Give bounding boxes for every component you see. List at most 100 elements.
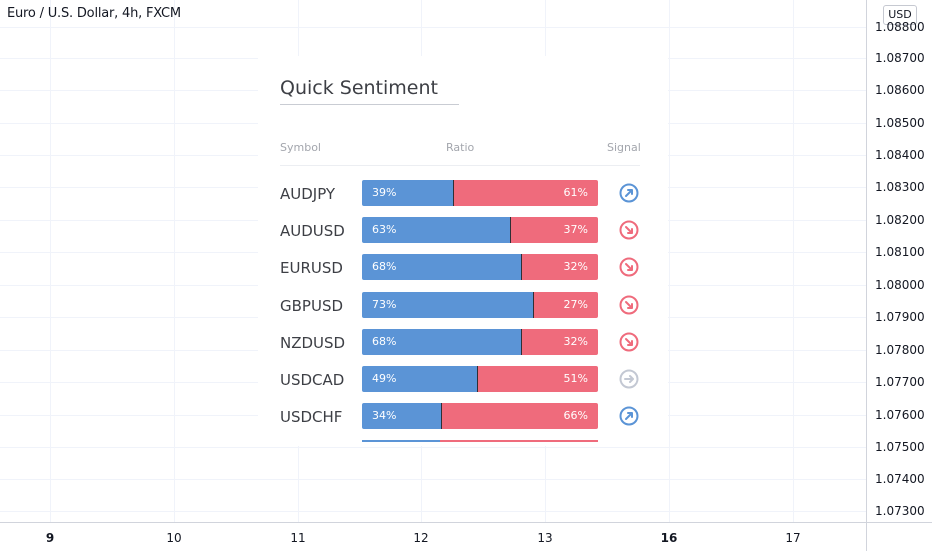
partial-ratio-bar [362,440,598,446]
price-label: 1.08800 [875,20,925,34]
panel-title: Quick Sentiment [280,77,438,99]
price-label: 1.08700 [875,51,925,65]
up-right-arrow-icon [619,406,639,426]
ratio-bar: 39% 61% [362,180,598,206]
grid-line-vertical [669,0,670,522]
price-label: 1.07700 [875,375,925,389]
price-axis[interactable] [866,0,932,522]
down-right-arrow-icon [619,332,639,352]
price-label: 1.08300 [875,180,925,194]
ratio-bar: 49% 51% [362,366,598,392]
time-axis[interactable] [0,522,866,551]
grid-line-vertical [793,0,794,522]
up-right-arrow-icon [619,183,639,203]
partial-long-segment [362,440,440,442]
short-percent: 51% [563,372,588,385]
time-label: 16 [660,531,678,545]
time-label: 10 [166,531,182,545]
ratio-short-segment: 32% [522,254,598,280]
row-symbol: GBPUSD [280,297,344,315]
ratio-long-segment: 49% [362,366,478,392]
short-percent: 32% [563,335,588,348]
price-label: 1.08600 [875,83,925,97]
long-percent: 39% [372,186,397,199]
right-arrow-icon [619,369,639,389]
sentiment-row[interactable]: AUDUSD 63% 37% [258,217,668,245]
sentiment-row[interactable]: USDCAD 49% 51% [258,366,668,394]
down-right-arrow-icon [619,257,639,277]
price-label: 1.08400 [875,148,925,162]
price-label: 1.07600 [875,408,925,422]
price-label: 1.07300 [875,504,925,518]
long-percent: 63% [372,223,397,236]
sentiment-row[interactable]: AUDJPY 39% 61% [258,180,668,208]
sentiment-row[interactable]: GBPUSD 73% 27% [258,292,668,320]
grid-line-horizontal [0,511,866,512]
price-label: 1.08200 [875,213,925,227]
title-divider [280,104,459,105]
row-symbol: AUDJPY [280,185,336,203]
grid-line-horizontal [0,479,866,480]
header-divider [280,165,640,166]
row-symbol: AUDUSD [280,222,345,240]
sentiment-row[interactable]: EURUSD 68% 32% [258,254,668,282]
price-label: 1.07800 [875,343,925,357]
grid-line-horizontal [0,27,866,28]
price-label: 1.08500 [875,116,925,130]
grid-line-vertical [174,0,175,522]
price-label: 1.07900 [875,310,925,324]
long-percent: 68% [372,335,397,348]
short-percent: 61% [563,186,588,199]
long-percent: 68% [372,260,397,273]
sentiment-row[interactable]: USDCHF 34% 66% [258,403,668,431]
row-symbol: USDCAD [280,371,345,389]
price-label: 1.08000 [875,278,925,292]
ratio-bar: 34% 66% [362,403,598,429]
ratio-long-segment: 73% [362,292,535,318]
ratio-short-segment: 27% [534,292,598,318]
partial-short-segment [439,440,598,442]
short-percent: 66% [563,409,588,422]
price-label: 1.08100 [875,245,925,259]
price-label: 1.07400 [875,472,925,486]
short-percent: 32% [563,260,588,273]
ratio-long-segment: 39% [362,180,455,206]
time-label: 17 [785,531,801,545]
sentiment-row[interactable]: NZDUSD 68% 32% [258,329,668,357]
ratio-long-segment: 63% [362,217,511,243]
ratio-long-segment: 68% [362,254,523,280]
long-percent: 73% [372,298,397,311]
ratio-bar: 73% 27% [362,292,598,318]
time-label: 12 [413,531,429,545]
down-right-arrow-icon [619,220,639,240]
ratio-short-segment: 32% [522,329,598,355]
ratio-short-segment: 61% [454,180,598,206]
sentiment-panel: Quick Sentiment Symbol Ratio Signal AUDJ… [258,56,668,446]
grid-line-horizontal [0,447,866,448]
column-header-symbol: Symbol [280,141,321,154]
currency-selector[interactable]: USD [883,5,917,25]
row-symbol: NZDUSD [280,334,346,352]
short-percent: 27% [563,298,588,311]
ratio-short-segment: 66% [442,403,598,429]
row-symbol: USDCHF [280,408,343,426]
long-percent: 49% [372,372,397,385]
down-right-arrow-icon [619,295,639,315]
row-symbol: EURUSD [280,259,343,277]
axis-corner [866,522,932,551]
ratio-bar: 68% 32% [362,329,598,355]
column-header-signal: Signal [607,141,641,154]
time-label: 11 [290,531,306,545]
ratio-bar: 63% 37% [362,217,598,243]
ratio-short-segment: 37% [510,217,598,243]
ratio-bar: 68% 32% [362,254,598,280]
short-percent: 37% [563,223,588,236]
time-label: 9 [45,531,55,545]
ratio-long-segment: 34% [362,403,443,429]
price-label: 1.07500 [875,440,925,454]
ratio-short-segment: 51% [477,366,598,392]
time-label: 13 [537,531,553,545]
grid-line-vertical [50,0,51,522]
ratio-long-segment: 68% [362,329,523,355]
column-header-ratio: Ratio [446,141,475,154]
